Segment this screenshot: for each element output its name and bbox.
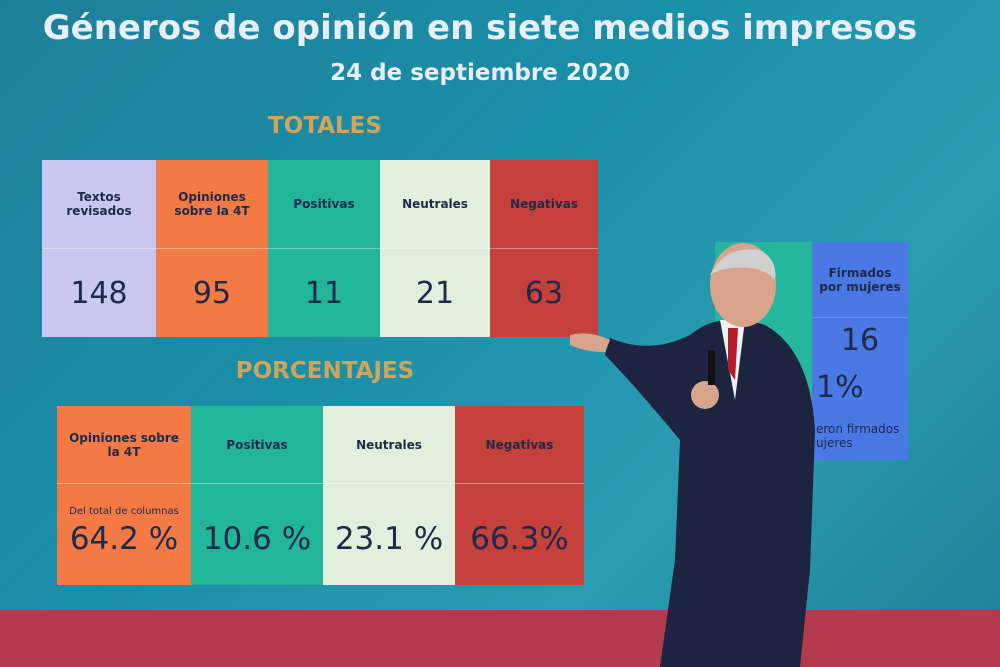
table-value: 148	[42, 248, 156, 337]
table-value: 63	[490, 248, 598, 337]
section-title: PORCENTAJES	[235, 358, 415, 384]
table-header: Positivas	[268, 160, 380, 248]
stage-floor	[0, 610, 1000, 667]
hair	[710, 249, 776, 280]
table-value: 95	[156, 248, 268, 337]
table-value: 64.2 % Del total de columnas	[57, 483, 191, 585]
table-header: Textos revisados	[42, 160, 156, 248]
table-value: 10.6 %	[191, 483, 323, 585]
table-value: 11	[268, 248, 380, 337]
percent-value: 23.1 %	[334, 521, 444, 557]
table-header: Neutrales	[323, 406, 455, 483]
title: Géneros de opinión en siete medios impre…	[42, 8, 918, 48]
table-header: Negativas	[490, 160, 598, 248]
side-note-line: eron firmados	[816, 422, 900, 436]
table-value: 21	[380, 248, 490, 337]
subtitle: 24 de septiembre 2020	[330, 60, 630, 86]
table-header: Opiniones sobre la 4T	[156, 160, 268, 248]
side-header: Firmados por mujeres	[812, 242, 908, 317]
percent-value: 10.6 %	[202, 521, 312, 557]
table-header: Negativas	[455, 406, 584, 483]
side-note: eron firmados ujeres	[812, 412, 908, 460]
table-header: Opiniones sobre la 4T	[57, 406, 191, 483]
table-header: Neutrales	[380, 160, 490, 248]
table-note: Del total de columnas	[69, 506, 179, 517]
hand	[570, 333, 610, 352]
hand	[691, 381, 719, 409]
table-header: Positivas	[191, 406, 323, 483]
table-value: 23.1 %	[323, 483, 455, 585]
side-percent: 1%	[812, 362, 908, 412]
section-title: TOTALES	[268, 113, 382, 139]
microphone	[708, 350, 715, 385]
percent-value: 66.3%	[470, 521, 569, 557]
side-value: 16	[812, 317, 908, 362]
side-note-line: ujeres	[816, 436, 853, 450]
suit	[605, 319, 815, 667]
tie	[728, 328, 738, 380]
table-value: 66.3%	[455, 483, 584, 585]
presenter	[570, 243, 815, 667]
percent-value: 64.2 %	[69, 521, 179, 557]
